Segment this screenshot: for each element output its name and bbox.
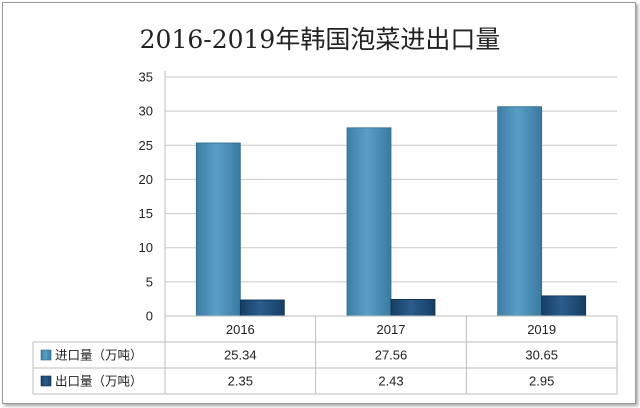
- legend-label-export: 出口量（万吨）: [55, 374, 143, 389]
- x-tick-label: 2019: [527, 322, 556, 337]
- legend-label-import: 进口量（万吨）: [55, 348, 143, 363]
- y-tick-label: 35: [139, 70, 153, 85]
- legend-key-export: [40, 375, 52, 387]
- bar-export-2019: [541, 295, 587, 317]
- x-tick-label: 2017: [377, 322, 406, 337]
- data-label: 27.56: [375, 348, 408, 363]
- y-tick-label: 15: [139, 206, 153, 221]
- y-tick-label: 5: [146, 274, 153, 289]
- legend-key-import: [40, 349, 52, 361]
- bar-import-2019: [497, 106, 543, 317]
- bars: [195, 106, 587, 317]
- bar-import-2016: [195, 142, 241, 317]
- y-tick-label: 25: [139, 138, 153, 153]
- y-tick-label: 0: [146, 309, 153, 324]
- data-table: 2016 2017 2019 进口量（万吨） 25.34 27.56 30.65 出口量（万吨…: [32, 71, 618, 395]
- y-tick-label: 10: [139, 240, 153, 255]
- bar-import-2017: [346, 127, 392, 317]
- y-tick-label: 30: [139, 104, 153, 119]
- data-label: 25.34: [224, 348, 257, 363]
- chart-title: 2016-2019年韩国泡菜进出口量: [140, 25, 501, 54]
- data-label: 2.35: [228, 374, 253, 389]
- y-tick-label: 20: [139, 172, 153, 187]
- data-label: 30.65: [525, 348, 558, 363]
- x-tick-label: 2016: [226, 322, 255, 337]
- bar-export-2017: [390, 299, 436, 317]
- data-label: 2.95: [529, 374, 554, 389]
- chart-frame: 2016-2019年韩国泡菜进出口量 0 5 10 15 20 25 30 35 2016 20…: [2, 2, 636, 404]
- bar-export-2016: [239, 299, 285, 317]
- y-axis: 0 5 10 15 20 25 30 35: [139, 70, 153, 324]
- data-label: 2.43: [378, 374, 403, 389]
